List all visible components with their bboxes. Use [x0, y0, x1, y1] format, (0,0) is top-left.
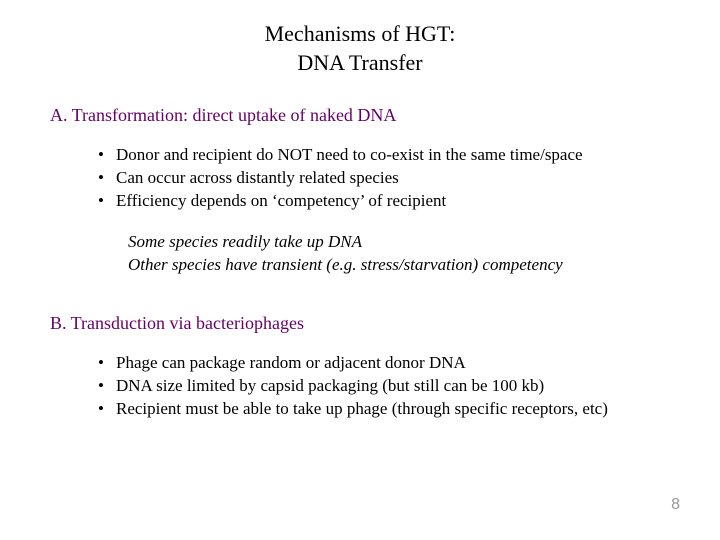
section-b-bullet: DNA size limited by capsid packaging (bu… [98, 375, 690, 398]
section-b-bullet: Phage can package random or adjacent don… [98, 352, 690, 375]
section-a-bullets: Donor and recipient do NOT need to co-ex… [30, 144, 690, 213]
section-a-bullet: Donor and recipient do NOT need to co-ex… [98, 144, 690, 167]
title-line-1: Mechanisms of HGT: [30, 20, 690, 49]
section-a-heading: A. Transformation: direct uptake of nake… [30, 105, 690, 126]
title-line-2: DNA Transfer [30, 49, 690, 78]
slide-title: Mechanisms of HGT: DNA Transfer [30, 20, 690, 77]
section-b-bullet: Recipient must be able to take up phage … [98, 398, 690, 421]
page-number: 8 [671, 496, 680, 514]
section-a-bullet: Efficiency depends on ‘competency’ of re… [98, 190, 690, 213]
section-a-bullet: Can occur across distantly related speci… [98, 167, 690, 190]
section-b-heading: B. Transduction via bacteriophages [30, 313, 690, 334]
section-b-bullets: Phage can package random or adjacent don… [30, 352, 690, 421]
section-a-note: Some species readily take up DNA Other s… [30, 231, 690, 277]
note-line-1: Some species readily take up DNA [128, 231, 690, 254]
note-line-2: Other species have transient (e.g. stres… [128, 254, 690, 277]
